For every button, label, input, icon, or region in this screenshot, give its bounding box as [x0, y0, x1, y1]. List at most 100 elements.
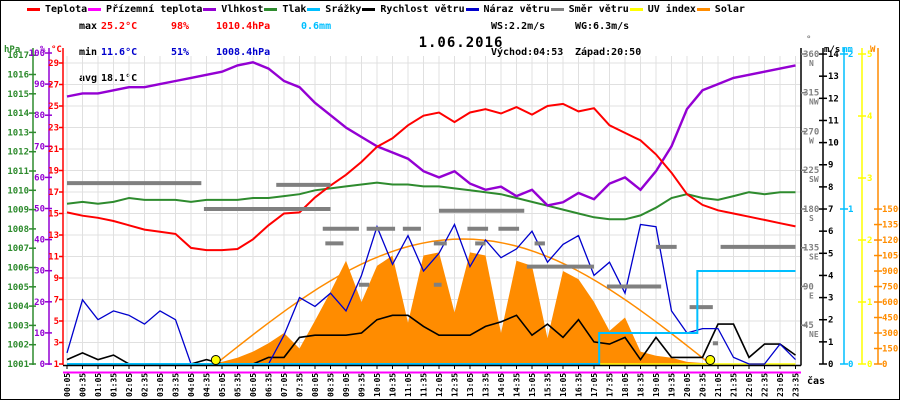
axis-tick-label: 2	[867, 236, 872, 246]
axis-tick-label: 18:05	[621, 373, 630, 397]
axis-tick-label: NW	[809, 98, 819, 107]
max-pressure: 1010.4hPa	[216, 21, 271, 32]
axis-tick-label: 23:05	[776, 373, 785, 397]
axis-tick-label: 23	[48, 124, 59, 134]
axis-uv: 0 1 2 3 4 5	[858, 48, 873, 370]
legend-item-0: Teplota	[27, 4, 87, 15]
axis-tick-label: 90	[803, 282, 814, 292]
legend-label: Solar	[714, 4, 745, 15]
wind-gust-stat: WG:6.3m/s	[575, 21, 630, 32]
legend-swatch-icon	[88, 8, 102, 11]
axis-tick-label: 18:35	[637, 373, 646, 397]
axis-tick-label: 11	[48, 253, 59, 263]
avg-temp: 18.1°C	[101, 73, 138, 84]
axis-tick-label: 135	[803, 244, 819, 254]
axis-tick-label: 08:35	[327, 373, 336, 397]
axis-solar: 01503004506007509001050120013501500W	[870, 45, 899, 370]
axis-tick-label: 7	[828, 205, 833, 215]
axis-pressure: 1001 1002 1003 1004 1005 1006 1007 1008 1009 1010…	[7, 48, 36, 370]
axis-tick-label: 4	[828, 271, 834, 281]
axis-tick-label: 270	[803, 127, 819, 137]
stats-block: max 25.2°C 98% 1010.4hPa 0.6mm min 11.6°C 51% 1…	[79, 20, 331, 85]
axis-tick-label: 50	[34, 205, 45, 215]
axis-tick-label: 180	[803, 205, 819, 215]
axis-tick-label: 11:35	[420, 373, 429, 397]
min-label: min	[79, 47, 98, 58]
axis-tick-label: 1017	[7, 51, 29, 61]
axis-tick-label: 05:35	[234, 373, 243, 397]
axis-tick-label: 2	[848, 50, 853, 60]
axis-tick-label: 02:05	[125, 373, 134, 397]
legend-swatch-icon	[362, 8, 376, 11]
axis-tick-label: 13:05	[466, 373, 475, 397]
series-solar-fill	[67, 252, 796, 364]
series-ms-náraz-větru	[66, 222, 796, 365]
axis-tick-label: 1	[54, 360, 59, 370]
axis-tick-label: 1500	[882, 205, 899, 215]
axis-tick-label: 05:05	[218, 373, 227, 397]
axis-tick-label: 1014	[7, 109, 29, 119]
legend-item-6: Náraz větru	[465, 4, 550, 15]
legend-swatch-icon	[27, 8, 40, 11]
axis-tick-label: 03:35	[172, 373, 181, 397]
legend-swatch-icon	[264, 8, 278, 11]
axis-tick-label: 17:35	[606, 373, 615, 397]
avg-label: avg	[79, 73, 98, 84]
axis-tick-label: W	[809, 136, 814, 145]
axis-tick-label: 30	[34, 267, 45, 277]
legend-item-9: Solar	[696, 4, 745, 15]
axis-tick-label: 01:05	[94, 373, 103, 397]
axis-tick-label: 00:05	[63, 373, 72, 397]
axis-tick-label: 12	[828, 94, 839, 104]
min-humidity: 51%	[171, 47, 190, 58]
series-c-teplota	[66, 102, 796, 252]
axis-tick-label: 16:35	[575, 373, 584, 397]
series-pct-vlhkost	[66, 61, 796, 207]
axis-tick-label: 80	[34, 111, 45, 121]
wind-sun-stats: WS:2.2m/s WG:6.3m/s Východ:04:53 Západ:20:…	[491, 20, 641, 59]
axis-tick-label: 6	[828, 227, 833, 237]
axis-header-solar: W	[870, 45, 876, 55]
legend-label: Srážky	[325, 4, 362, 15]
axis-tick-label: 1007	[7, 244, 29, 254]
x-axis-labels: 00:05 00:35 01:05 01:35 02:05 02:35 03:05 03:35…	[63, 366, 801, 397]
axis-tick-label: 1015	[7, 90, 29, 100]
axis-tick-label: 08:05	[311, 373, 320, 397]
legend-item-4: Srážky	[307, 4, 361, 15]
legend-swatch-icon	[203, 8, 217, 11]
axis-tick-label: 14	[828, 50, 839, 60]
axis-tick-label: 23:35	[792, 373, 801, 397]
sunset-stat: Západ:20:50	[575, 47, 642, 58]
axis-tick-label: 04:05	[187, 373, 196, 397]
axis-tick-label: 02:35	[141, 373, 150, 397]
axis-tick-label: 8	[828, 183, 833, 193]
axis-tick-label: 25	[48, 102, 59, 112]
axis-tick-label: 12:05	[435, 373, 444, 397]
legend-item-1: Přízemní teplota	[88, 4, 202, 15]
max-temp: 25.2°C	[101, 21, 138, 32]
axis-tick-label: 900	[882, 267, 898, 277]
axis-tick-label: 13	[48, 231, 59, 241]
axis-tick-label: 06:05	[249, 373, 258, 397]
axis-tick-label: 09:05	[342, 373, 351, 397]
axis-tick-label: 10:35	[389, 373, 398, 397]
series-hpa-tlak	[66, 181, 796, 221]
legend-label: UV index	[647, 4, 696, 15]
axis-tick-label: 1350	[882, 221, 899, 231]
axis-tick-label: 11:05	[404, 373, 413, 397]
axis-tick-label: SE	[809, 253, 819, 262]
axis-tick-label: 45	[803, 321, 814, 331]
axis-tick-label: 09:35	[358, 373, 367, 397]
axis-tick-label: 15:35	[544, 373, 553, 397]
x-axis-title: čas	[807, 375, 825, 387]
axis-tick-label: 1012	[7, 148, 29, 158]
axis-tick-label: 90	[34, 80, 45, 90]
axis-header-rain: mm	[842, 45, 853, 55]
axis-tick-label: 0	[40, 360, 45, 370]
axis-tick-label: 19:35	[668, 373, 677, 397]
legend-item-5: Rychlost větru	[362, 4, 465, 15]
axis-tick-label: 1050	[882, 252, 899, 262]
axis-tick-label: 750	[882, 283, 898, 293]
max-label: max	[79, 21, 98, 32]
